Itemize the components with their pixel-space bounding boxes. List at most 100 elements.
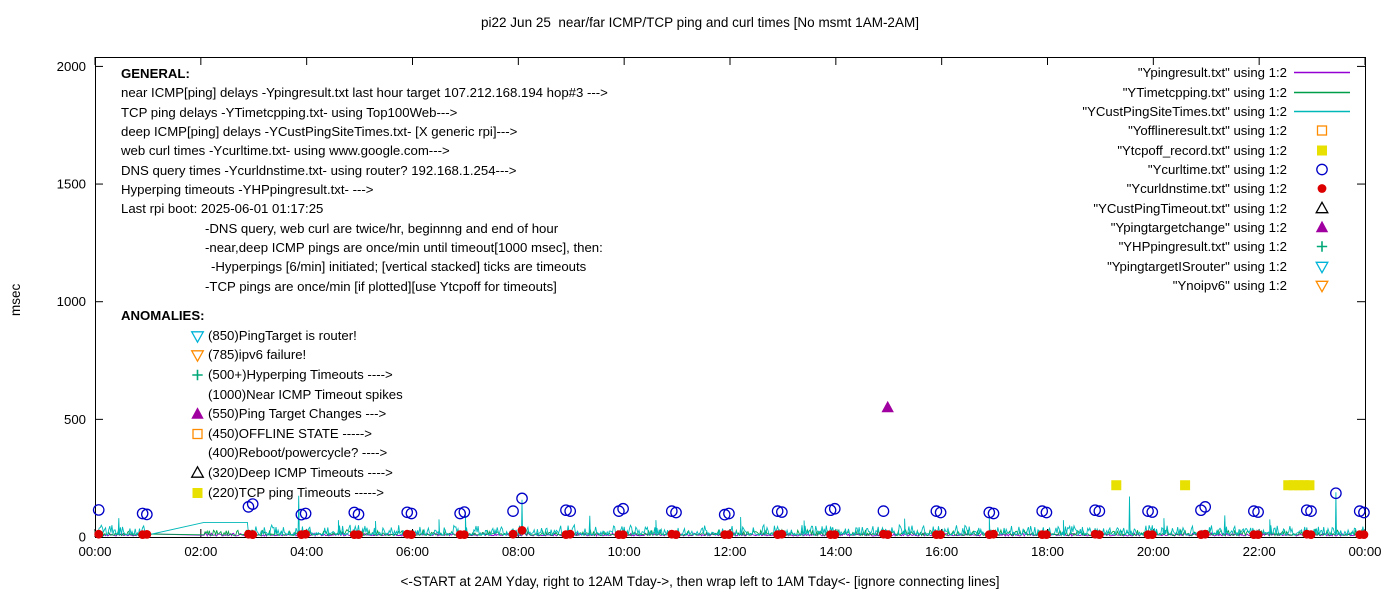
general-line: near ICMP[ping] delays -Ypingresult.txt …	[121, 85, 608, 101]
square-filled-icon	[1299, 480, 1310, 491]
square-filled-icon	[1283, 480, 1294, 491]
anomaly-item: (320)Deep ICMP Timeouts ---->	[121, 463, 403, 483]
triangle-down-open-icon	[1315, 261, 1329, 274]
circle-open-icon	[507, 505, 519, 517]
legend-triangle-down-open-sample	[1315, 280, 1329, 293]
circle-open-icon	[1142, 505, 1154, 517]
legend-label: "YCustPingTimeout.txt" using 1:2	[1093, 200, 1287, 216]
circle-filled-icon	[1200, 529, 1210, 539]
triangle-up-open-marker-cell	[190, 465, 205, 478]
square-filled-icon	[192, 487, 203, 498]
general-line: deep ICMP[ping] delays -YCustPingSiteTim…	[121, 124, 518, 140]
legend-label: "Yofflineresult.txt" using 1:2	[1128, 123, 1287, 139]
general-line: -DNS query, web curl are twice/hr, begin…	[205, 220, 559, 236]
circle-open-icon	[983, 506, 996, 519]
x-tick-label: 18:00	[1031, 544, 1064, 559]
anomaly-label: (450)OFFLINE STATE ----->	[208, 425, 372, 441]
circle-filled-icon	[618, 530, 628, 540]
circle-filled-icon	[724, 530, 734, 540]
triangle-up-open-icon	[1315, 200, 1329, 213]
x-tick-label: 22:00	[1243, 544, 1276, 559]
circle-open-icon	[1358, 506, 1370, 519]
x-tick-label: 10:00	[608, 544, 641, 559]
square-filled-marker-cell	[192, 487, 203, 498]
anomaly-item: (220)TCP ping Timeouts ----->	[121, 482, 403, 502]
square-filled-icon	[1317, 145, 1327, 156]
circle-open-icon	[1040, 506, 1053, 519]
legend-label: "YTimetcpping.txt" using 1:2	[1122, 84, 1287, 100]
circle-filled-icon	[1253, 530, 1263, 540]
legend: "Ypingresult.txt" using 1:2 "YTimetcpping…	[1082, 63, 1354, 295]
legend-item: "YpingtargetISrouter" using 1:2	[1082, 256, 1354, 275]
circle-filled-icon	[301, 529, 311, 539]
triangle-down-open-icon	[190, 331, 205, 344]
legend-item: "Ycurltime.txt" using 1:2	[1082, 160, 1354, 179]
circle-filled-icon	[1317, 184, 1327, 194]
circle-filled-icon	[883, 530, 893, 540]
general-line: -TCP pings are once/min [if plotted][use…	[205, 278, 557, 294]
triangle-up-filled-marker-cell	[191, 407, 204, 419]
x-axis-label: <-START at 2AM Yday, right to 12AM Tday-…	[400, 574, 1000, 589]
legend-triangle-up-filled-sample	[1315, 220, 1329, 233]
anomaly-item: (850)PingTarget is router!	[121, 326, 403, 346]
legend-item: "YHPpingresult.txt" using 1:2	[1082, 237, 1354, 256]
legend-item: "Ynoipv6" using 1:2	[1082, 276, 1354, 295]
general-line: -near,deep ICMP pings are once/min until…	[205, 240, 603, 256]
legend-plus-sample	[1316, 241, 1328, 252]
circle-open-icon	[987, 507, 1000, 520]
circle-filled-icon	[407, 530, 416, 540]
circle-filled-icon	[989, 529, 998, 539]
triangle-down-open-marker-cell	[190, 331, 205, 344]
series-points-Ycurltime	[92, 487, 1370, 521]
y-tick-label: 0	[79, 530, 86, 545]
circle-open-icon	[1305, 505, 1317, 517]
circle-filled-icon	[354, 530, 363, 540]
legend-item: "Ycurldnstime.txt" using 1:2	[1082, 179, 1354, 198]
circle-filled-icon	[142, 530, 152, 539]
circle-filled-icon	[777, 529, 787, 539]
chart-title: pi22 Jun 25 near/far ICMP/TCP ping and c…	[481, 15, 919, 30]
circle-open-icon	[1300, 504, 1313, 517]
legend-label: "YCustPingSiteTimes.txt" using 1:2	[1082, 103, 1287, 119]
legend-item: "Ypingresult.txt" using 1:2	[1082, 63, 1354, 82]
triangle-down-open-icon	[190, 350, 205, 364]
x-tick-label: 12:00	[713, 544, 746, 559]
circle-filled-icon	[94, 529, 104, 539]
triangle-up-open-icon	[190, 465, 205, 478]
legend-circle-open-sample	[1316, 163, 1328, 176]
circle-open-icon	[136, 507, 149, 520]
circle-open-icon	[405, 507, 418, 520]
anomalies-header: ANOMALIES:	[121, 308, 205, 323]
y-tick-label: 1000	[57, 294, 86, 309]
anomaly-item: (1000)Near ICMP Timeout spikes	[121, 384, 403, 404]
general-notes: GENERAL: near ICMP[ping] delays -Ypingres…	[121, 64, 608, 296]
circle-filled-icon	[936, 530, 946, 540]
legend-label: "Ypingtargetchange" using 1:2	[1110, 219, 1287, 235]
circle-filled-icon	[1042, 530, 1051, 540]
legend-triangle-down-open-sample	[1315, 261, 1329, 274]
circle-open-icon	[1248, 505, 1260, 517]
empty-marker-cell	[189, 386, 206, 403]
anomaly-item: (500+)Hyperping Timeouts ---->	[121, 365, 403, 385]
y-tick-label: 1500	[57, 177, 86, 192]
square-open-icon	[1316, 125, 1328, 136]
anomaly-label: (850)PingTarget is router!	[208, 327, 357, 343]
x-tick-label: 08:00	[502, 544, 535, 559]
empty-marker-cell	[189, 444, 206, 461]
plus-icon	[192, 369, 203, 381]
circle-open-icon	[1093, 505, 1106, 517]
legend-label: "YHPpingresult.txt" using 1:2	[1118, 239, 1287, 255]
legend-line-sample	[1294, 110, 1350, 113]
circle-filled-icon	[830, 530, 840, 540]
general-line: Last rpi boot: 2025-06-01 01:17:25	[121, 201, 324, 217]
circle-filled-icon	[1306, 530, 1316, 540]
general-line: DNS query times -Ycurldnstime.txt- using…	[121, 162, 517, 178]
anomaly-label: (320)Deep ICMP Timeouts ---->	[208, 465, 393, 481]
legend-label: "Ycurldnstime.txt" using 1:2	[1126, 181, 1287, 197]
general-line: -Hyperpings [6/min] initiated; [vertical…	[211, 259, 587, 275]
circle-open-icon	[1199, 501, 1212, 513]
legend-item: "YCustPingTimeout.txt" using 1:2	[1082, 198, 1354, 217]
legend-label: "YpingtargetISrouter" using 1:2	[1107, 258, 1287, 274]
circle-open-icon	[723, 507, 735, 520]
